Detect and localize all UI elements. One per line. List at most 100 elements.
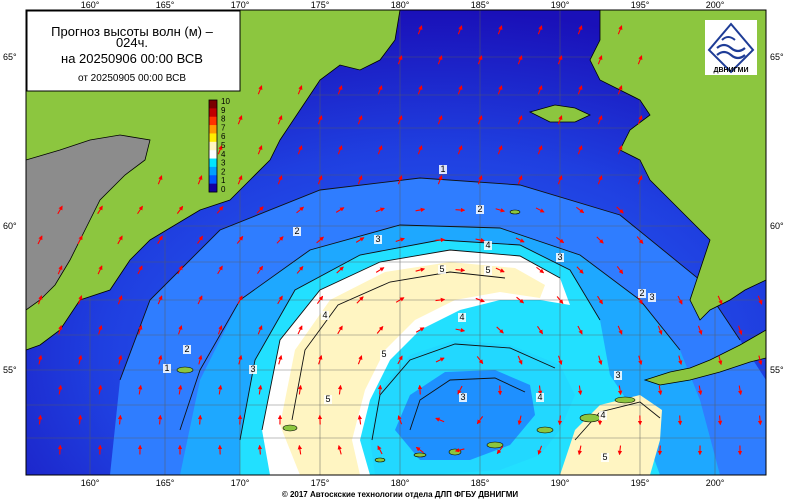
wave-arrow [97, 205, 103, 215]
wave-direction-arrows [37, 25, 763, 456]
wave-arrow [455, 207, 466, 213]
wave-arrow [577, 25, 583, 35]
lon-label-top: 170° [231, 0, 250, 10]
wave-arrow [557, 115, 563, 125]
wave-arrow [596, 236, 604, 244]
contour-label: 5 [485, 265, 490, 275]
lon-label-bottom: 170° [231, 478, 250, 488]
contour-label: 5 [602, 452, 607, 462]
wave-arrow [437, 115, 443, 125]
wave-arrow [536, 266, 545, 274]
colorbar-label: 9 [221, 106, 226, 115]
lon-label-top: 160° [81, 0, 100, 10]
wave-arrow [376, 325, 384, 334]
contour-label: 2 [477, 204, 482, 214]
lon-label-top: 195° [631, 0, 650, 10]
wave-arrow [678, 355, 683, 366]
wave-arrow [717, 295, 723, 305]
wave-arrow [377, 445, 383, 455]
wave-arrow [337, 145, 343, 155]
lon-label-bottom: 160° [81, 478, 100, 488]
wave-arrow [237, 115, 243, 125]
wave-arrow [556, 296, 564, 305]
wave-arrow [617, 145, 623, 155]
wave-arrow [677, 295, 683, 305]
lon-label-bottom: 185° [471, 478, 490, 488]
wave-arrow [57, 444, 63, 455]
wave-arrow [557, 175, 563, 185]
wave-arrow [357, 355, 363, 365]
wave-arrow [556, 236, 565, 244]
wave-arrow [256, 206, 264, 214]
wave-arrow [497, 145, 503, 155]
wave-arrow [316, 295, 324, 304]
wave-arrow [537, 445, 543, 455]
wave-arrow [495, 267, 505, 273]
wave-arrow [435, 237, 446, 243]
map-area [25, 9, 767, 475]
contours [119, 177, 741, 441]
wave-arrow [317, 115, 323, 125]
contour-label: 4 [600, 410, 605, 420]
contour-label: 2 [639, 288, 644, 298]
contour-label: 3 [375, 234, 380, 244]
wave-arrow [355, 237, 365, 243]
wave-arrow [477, 115, 483, 125]
wave-arrow [335, 207, 345, 213]
colorbar-swatch [209, 100, 217, 109]
colorbar-swatch [209, 125, 217, 134]
wave-arrow [57, 205, 63, 215]
wave-arrow [717, 415, 723, 426]
colorbar-label: 2 [221, 167, 226, 176]
wave-arrow [58, 324, 63, 335]
wave-arrow [477, 55, 483, 65]
lon-label-bottom: 165° [156, 478, 175, 488]
wave-arrow [597, 175, 603, 185]
wave-arrow [517, 55, 523, 65]
lat-label-left: 60° [3, 221, 17, 231]
wave-arrow [617, 385, 623, 396]
wave-arrow [257, 384, 263, 395]
island-commander [176, 366, 194, 374]
wave-arrow [476, 356, 484, 365]
wave-arrow [197, 414, 203, 425]
island-st-lawrence [528, 104, 591, 123]
colorbar-label: 0 [221, 185, 226, 194]
colorbar-label: 5 [221, 141, 226, 150]
colorbar-swatch [209, 133, 217, 143]
wave-arrow [97, 265, 103, 275]
wave-arrow [217, 384, 223, 395]
wave-arrow [137, 384, 143, 395]
wave-arrow [397, 175, 403, 185]
wave-arrow [598, 355, 603, 366]
wave-arrow [98, 325, 103, 335]
island-small-1 [509, 209, 521, 215]
wave-arrow [337, 444, 342, 455]
wave-arrow [597, 295, 603, 305]
wave-arrow [537, 325, 543, 335]
wave-arrow [117, 235, 123, 245]
wave-arrow [217, 325, 223, 335]
wave-arrow [517, 355, 523, 365]
colorbar-label: 7 [221, 123, 226, 132]
wave-arrow [397, 355, 403, 365]
wave-arrow [257, 325, 263, 335]
wave-arrow [297, 444, 303, 455]
wave-arrow [517, 175, 523, 185]
title-box: Прогноз высоты волн (м) – 024ч. на 20250… [26, 10, 241, 92]
wave-arrow [257, 444, 263, 455]
colorbar-swatch [209, 141, 217, 151]
lat-label-right: 65° [770, 52, 784, 62]
wave-arrow [417, 25, 423, 35]
wave-arrow [415, 207, 426, 213]
wave-arrow [297, 325, 303, 335]
wave-arrow [577, 85, 583, 95]
lon-label-bottom: 190° [551, 478, 570, 488]
wave-arrow [597, 55, 603, 65]
wave-arrow [77, 414, 83, 425]
latitude-labels-right: 65° 60° 55° [770, 52, 784, 375]
wave-arrow [177, 265, 183, 275]
wave-arrow [278, 354, 283, 365]
contour-label: 4 [322, 310, 327, 320]
